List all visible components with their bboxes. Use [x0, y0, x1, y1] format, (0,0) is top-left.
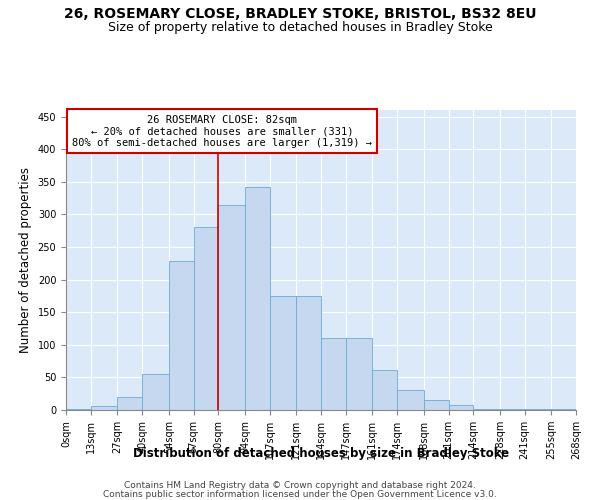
Bar: [142, 374, 169, 410]
Bar: [346, 338, 373, 410]
Bar: [397, 390, 424, 410]
Bar: [500, 408, 524, 410]
Bar: [473, 408, 500, 410]
Bar: [373, 370, 397, 410]
Bar: [218, 204, 245, 410]
Bar: [118, 397, 142, 410]
Y-axis label: Number of detached properties: Number of detached properties: [19, 167, 32, 353]
Bar: [296, 296, 321, 410]
Text: 26, ROSEMARY CLOSE, BRADLEY STOKE, BRISTOL, BS32 8EU: 26, ROSEMARY CLOSE, BRADLEY STOKE, BRIST…: [64, 8, 536, 22]
Bar: [321, 338, 346, 410]
Bar: [269, 296, 296, 410]
Bar: [449, 405, 473, 410]
Text: Size of property relative to detached houses in Bradley Stoke: Size of property relative to detached ho…: [107, 21, 493, 34]
Text: Contains public sector information licensed under the Open Government Licence v3: Contains public sector information licen…: [103, 490, 497, 499]
Text: Contains HM Land Registry data © Crown copyright and database right 2024.: Contains HM Land Registry data © Crown c…: [124, 481, 476, 490]
Bar: [245, 187, 269, 410]
Bar: [551, 408, 576, 410]
Bar: [169, 262, 193, 410]
Bar: [424, 400, 449, 410]
Text: 26 ROSEMARY CLOSE: 82sqm
← 20% of detached houses are smaller (331)
80% of semi-: 26 ROSEMARY CLOSE: 82sqm ← 20% of detach…: [72, 114, 372, 148]
Bar: [66, 408, 91, 410]
Bar: [193, 228, 218, 410]
Bar: [524, 408, 551, 410]
Text: Distribution of detached houses by size in Bradley Stoke: Distribution of detached houses by size …: [133, 448, 509, 460]
Bar: [91, 406, 118, 410]
